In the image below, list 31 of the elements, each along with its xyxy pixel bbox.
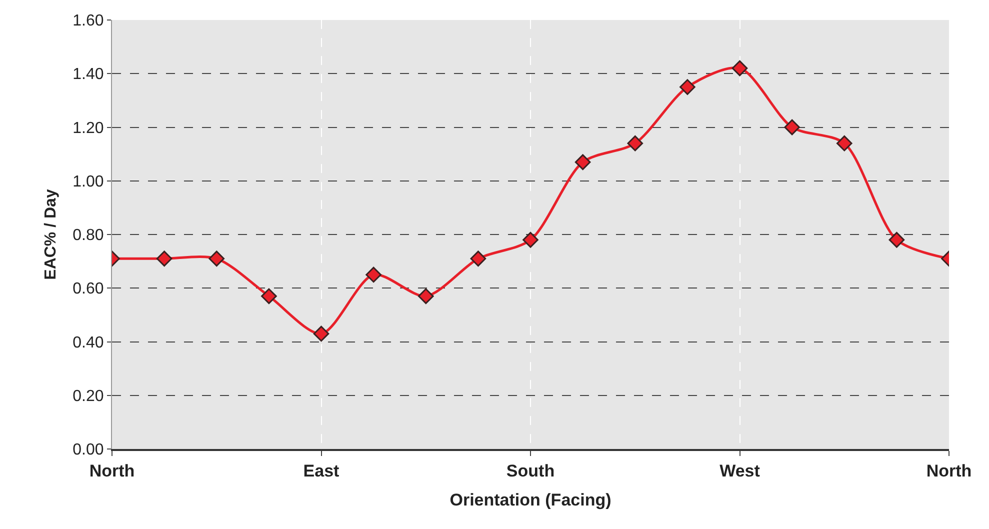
y-tick-label: 1.60 (72, 12, 104, 30)
point (627, 135, 644, 152)
y-tick-label: 1.40 (72, 66, 104, 84)
point (836, 135, 852, 152)
point (888, 232, 905, 248)
x-tick-label: North (926, 461, 972, 480)
x-tick-label: North (89, 461, 135, 480)
point (366, 266, 382, 283)
point (156, 250, 172, 267)
point (313, 326, 330, 342)
point (680, 79, 696, 95)
y-axis-title: EAC% / Day (42, 189, 60, 280)
x-tick-label: South (506, 461, 555, 480)
point (522, 232, 538, 248)
x-tick-label: East (303, 461, 340, 480)
y-tick-label: 0.00 (72, 442, 104, 459)
y-tick-label: 1.20 (72, 120, 104, 137)
point (208, 250, 225, 267)
point (261, 288, 277, 304)
x-tick-label: West (720, 461, 760, 480)
y-tick-label: 0.20 (72, 388, 104, 405)
point (732, 60, 748, 76)
point (470, 250, 486, 267)
point (418, 288, 434, 304)
x-axis-title: Orientation (Facing) (450, 490, 612, 510)
point (784, 119, 800, 136)
y-tick-label: 0.80 (72, 227, 104, 244)
point (574, 154, 591, 170)
y-tick-label: 1.00 (72, 173, 104, 190)
y-tick-label: 0.60 (72, 280, 104, 298)
y-tick-label: 0.40 (72, 334, 104, 352)
